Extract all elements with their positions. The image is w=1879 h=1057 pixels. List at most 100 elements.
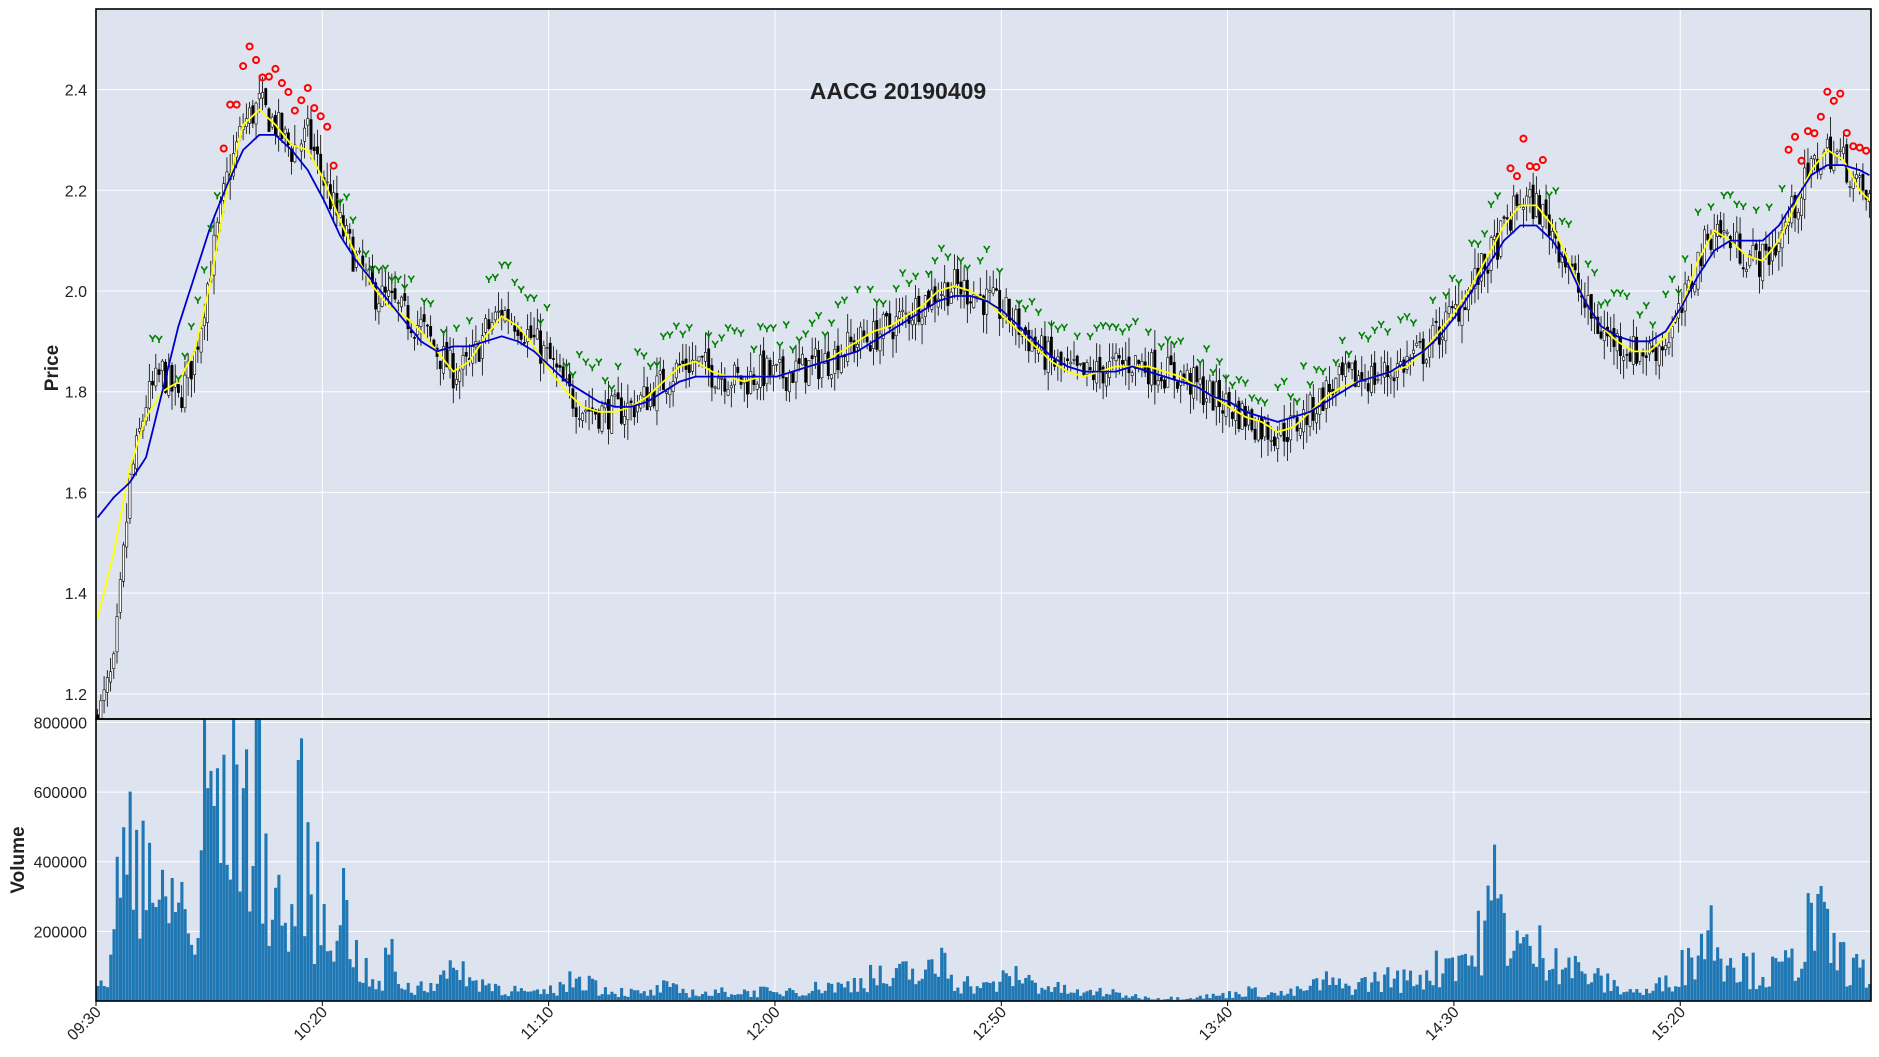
volume-bar <box>1758 985 1762 1001</box>
volume-bar <box>1273 992 1277 1001</box>
volume-bar <box>717 993 721 1001</box>
volume-bar <box>1703 959 1707 1001</box>
sell-signal-marker <box>1836 89 1845 98</box>
volume-bars <box>96 719 1871 1001</box>
candle-body <box>901 309 905 313</box>
buy-signal-marker <box>1493 192 1502 200</box>
volume-bar <box>209 770 213 1001</box>
candle-body <box>930 289 934 310</box>
candle-body <box>1117 355 1121 359</box>
volume-bar <box>645 995 650 1001</box>
buy-signal-marker <box>1054 325 1062 333</box>
volume-bar <box>1829 962 1833 1001</box>
sell-signal-marker <box>1810 129 1819 138</box>
volume-bar <box>865 992 869 1001</box>
candle-body <box>1418 341 1422 343</box>
volume-bar <box>1308 985 1312 1001</box>
candle-body <box>875 320 879 350</box>
volume-bar <box>1696 955 1700 1001</box>
long-moving-average-line <box>96 134 1870 519</box>
candle-body <box>826 351 830 376</box>
volume-bar <box>1699 933 1704 1001</box>
volume-bar <box>555 995 559 1001</box>
volume-bar <box>665 981 669 1001</box>
volume-bar <box>1625 991 1629 1001</box>
volume-bar <box>1538 925 1542 1001</box>
buy-signal-marker <box>672 322 680 330</box>
volume-bar <box>316 841 320 1001</box>
candle-body <box>367 268 371 271</box>
volume-bar <box>409 992 413 1001</box>
volume-bar <box>1541 958 1545 1001</box>
candle-body <box>1644 355 1648 358</box>
candle-body <box>115 616 119 653</box>
buy-signal-marker <box>375 266 383 274</box>
buy-signal-marker <box>737 329 745 337</box>
buy-signal-marker <box>659 332 668 340</box>
volume-bar <box>949 974 953 1001</box>
volume-bar <box>1632 992 1636 1001</box>
volume-bar <box>626 996 630 1001</box>
volume-bar <box>1774 958 1778 1001</box>
buy-signal-marker <box>1112 323 1120 332</box>
volume-bar <box>1868 983 1871 1001</box>
candle-body <box>904 312 908 315</box>
buy-signal-marker <box>924 270 933 278</box>
volume-bar <box>720 987 724 1001</box>
volume-bar <box>830 983 834 1001</box>
volume-bar <box>901 961 905 1001</box>
candle-body <box>810 355 814 360</box>
candle-body <box>1256 420 1260 441</box>
candle-body <box>998 289 1002 319</box>
buy-signal-marker <box>498 261 506 269</box>
buy-signal-marker <box>769 323 777 332</box>
volume-bar <box>1202 998 1206 1001</box>
candle-body <box>419 318 423 327</box>
volume-bar <box>1163 999 1167 1001</box>
candle-body <box>118 579 122 613</box>
volume-bar <box>196 937 200 1001</box>
buy-signal-marker <box>750 345 758 353</box>
candle-body <box>96 714 100 719</box>
volume-bar <box>309 894 313 1001</box>
candle-body <box>923 295 927 317</box>
candle-body <box>1040 335 1044 351</box>
volume-bar <box>144 910 148 1001</box>
volume-bar <box>713 989 717 1001</box>
buy-signal-marker <box>536 318 545 327</box>
volume-bar <box>1295 986 1299 1001</box>
candle-body <box>791 372 795 383</box>
volume-bar <box>1431 985 1435 1001</box>
candle-body <box>1741 267 1745 270</box>
candle-body <box>1004 297 1008 315</box>
volume-bar <box>894 968 898 1001</box>
candle-body <box>1227 392 1231 408</box>
volume-bar <box>1250 988 1254 1001</box>
volume-bar <box>484 985 488 1001</box>
volume-bar <box>1231 997 1235 1001</box>
candle-body <box>1855 174 1858 179</box>
candle-body <box>1137 359 1141 364</box>
buy-signal-marker <box>1125 323 1133 331</box>
candle-body <box>733 364 736 386</box>
candle-body <box>1088 367 1092 371</box>
buy-signal-marker <box>957 256 965 265</box>
candle-body <box>539 330 542 364</box>
candle-body <box>765 357 769 385</box>
candle-body <box>484 318 488 333</box>
candle-body <box>396 302 400 304</box>
buy-signal-marker <box>653 360 661 369</box>
candle-body <box>888 313 892 329</box>
volume-bar <box>374 989 378 1001</box>
candle-body <box>1635 336 1639 364</box>
volume-bar <box>1111 989 1115 1001</box>
candle-body <box>280 112 284 139</box>
candle-body <box>1722 230 1726 233</box>
volume-bar <box>1069 992 1073 1001</box>
volume-bar <box>1350 994 1354 1001</box>
volume-bar <box>1192 999 1196 1001</box>
buy-signal-marker <box>491 273 499 281</box>
volume-bar <box>413 994 417 1001</box>
candle-body <box>445 342 449 368</box>
candle-body <box>1496 232 1500 260</box>
